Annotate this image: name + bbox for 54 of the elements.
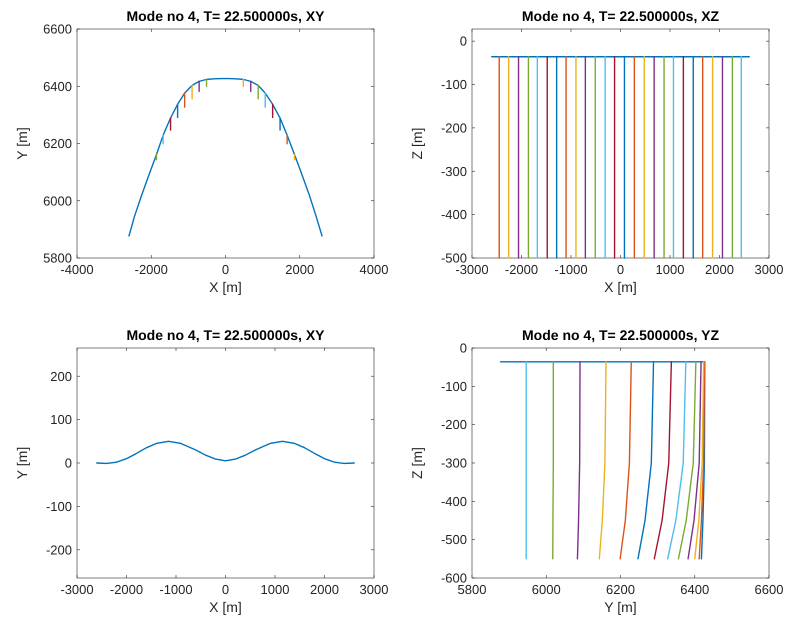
chart-title: Mode no 4, T= 22.500000s, YZ — [522, 327, 720, 343]
x-axis-title: X [m] — [604, 279, 637, 295]
x-tick-label: 4000 — [360, 262, 388, 277]
x-axis-title: Y [m] — [604, 599, 637, 615]
y-tick-label: -100 — [46, 498, 72, 514]
x-tick-label: 3000 — [360, 582, 388, 597]
x-tick-label: 2000 — [705, 262, 734, 277]
y-tick-label: 200 — [50, 368, 72, 384]
y-tick-label: 6000 — [43, 193, 72, 208]
x-tick-label: 1000 — [656, 262, 684, 277]
x-tick-label: 3000 — [754, 262, 784, 277]
chart-title: Mode no 4, T= 22.500000s, XY — [126, 8, 326, 24]
x-tick-label: 6400 — [680, 582, 710, 597]
chart-title: Mode no 4, T= 22.500000s, XY — [126, 327, 326, 343]
x-tick-label: -1000 — [159, 582, 193, 597]
x-tick-label: 6000 — [532, 582, 561, 597]
y-tick-label: 100 — [50, 412, 72, 428]
y-tick-label: -200 — [440, 417, 467, 432]
y-tick-label: 6200 — [43, 136, 72, 152]
x-tick-label: -2000 — [504, 262, 538, 277]
y-tick-label: -100 — [440, 77, 467, 92]
y-tick-label: 0 — [64, 456, 72, 471]
y-tick-label: -600 — [440, 570, 467, 586]
x-tick-label: -2000 — [110, 582, 144, 597]
y-tick-label: 0 — [460, 34, 467, 49]
x-axis-title: X [m] — [209, 599, 242, 615]
y-tick-label: -500 — [440, 532, 467, 548]
x-tick-label: 0 — [222, 262, 230, 277]
y-tick-label: -400 — [440, 494, 467, 509]
y-tick-label: -100 — [440, 378, 467, 394]
y-tick-label: -200 — [46, 542, 72, 558]
y-tick-label: -300 — [440, 456, 467, 471]
x-tick-label: 6200 — [606, 582, 635, 597]
x-tick-label: 2000 — [285, 262, 314, 277]
x-tick-label: 0 — [222, 582, 230, 597]
x-tick-label: -1000 — [554, 262, 588, 277]
x-tick-label: 2000 — [310, 582, 339, 597]
y-tick-label: 6400 — [43, 78, 72, 94]
y-tick-label: 6600 — [43, 22, 72, 37]
x-tick-label: 0 — [616, 262, 624, 277]
x-tick-label: -2000 — [134, 262, 168, 277]
x-tick-label: 6600 — [754, 582, 784, 597]
y-axis-title: Z [m] — [409, 447, 425, 479]
y-tick-label: -200 — [440, 120, 467, 136]
y-tick-label: -300 — [440, 164, 467, 179]
y-tick-label: 0 — [460, 340, 467, 356]
x-tick-label: 1000 — [260, 582, 290, 597]
y-axis-title: Z [m] — [409, 128, 425, 160]
x-tick-label: -3000 — [60, 582, 94, 597]
y-axis-title: Y [m] — [14, 446, 30, 480]
y-axis-title: Y [m] — [14, 127, 30, 160]
chart-title: Mode no 4, T= 22.500000s, XZ — [522, 8, 720, 24]
y-tick-label: -400 — [440, 207, 467, 222]
x-axis-title: X [m] — [209, 279, 242, 295]
